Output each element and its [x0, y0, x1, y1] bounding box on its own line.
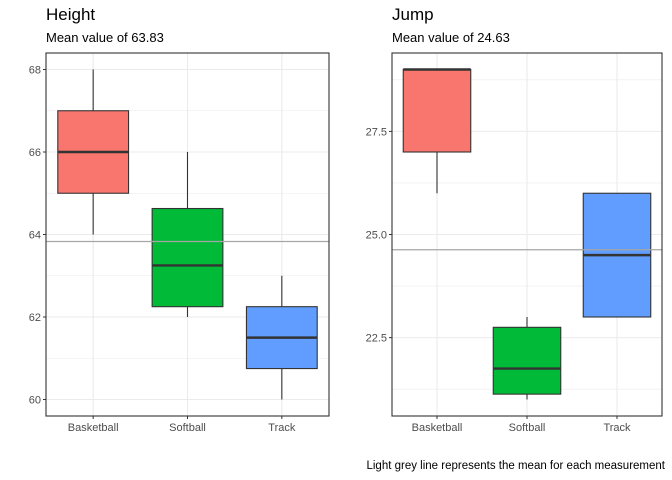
jump-y-tick-label: 25.0 — [366, 230, 387, 242]
jump-box-softball — [492, 326, 562, 395]
height-y-tick-label: 62 — [29, 312, 41, 324]
jump-chart-subtitle: Mean value of 24.63 — [392, 30, 510, 45]
height-y-tick-label: 68 — [29, 65, 41, 77]
height-chart-subtitle: Mean value of 63.83 — [46, 30, 164, 45]
height-x-tick-label: Track — [268, 422, 296, 434]
chart-caption: Light grey line represents the mean for … — [366, 460, 665, 472]
jump-chart-title: Jump — [392, 5, 434, 24]
height-x-tick-label: Softball — [169, 422, 206, 434]
height-box-softball — [151, 207, 224, 308]
height-y-tick-label: 66 — [29, 147, 41, 159]
height-y-tick-label: 60 — [29, 395, 41, 407]
jump-chart: Jump Mean value of 24.63 22.5 25.0 27.5 Bas… — [366, 5, 663, 434]
height-chart-title: Height — [46, 5, 95, 24]
jump-y-tick-label: 22.5 — [366, 333, 387, 345]
height-chart: Height Mean value of 63.83 60 62 64 66 68 Bas… — [29, 5, 330, 434]
jump-box-basketball — [402, 68, 472, 153]
jump-x-tick-label: Softball — [509, 422, 546, 434]
height-x-tick-label: Basketball — [68, 422, 119, 434]
jump-x-tick-label: Track — [603, 422, 631, 434]
height-y-tick-label: 64 — [29, 230, 41, 242]
jump-y-tick-label: 27.5 — [366, 126, 387, 138]
jump-x-tick-label: Basketball — [412, 422, 463, 434]
